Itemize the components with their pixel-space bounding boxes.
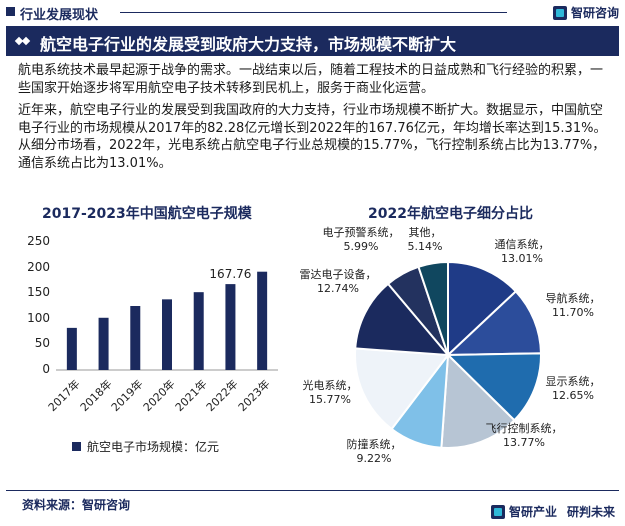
top-bar: 行业发展现状 智研咨询	[0, 0, 625, 24]
bar	[98, 317, 109, 370]
bar	[193, 292, 204, 370]
bar-data-label: 167.76	[209, 267, 251, 281]
slogan-right: 研判未来	[566, 505, 615, 519]
slogan-left: 智研产业	[508, 505, 557, 519]
brand-name: 智研咨询	[570, 6, 619, 20]
pie-chart-title: 2022年航空电子细分占比	[368, 206, 533, 222]
pie-slice-label: 电子预警系统， 5.99%	[322, 226, 400, 253]
pie-slice	[390, 351, 450, 449]
pie-slice-label: 防撞系统， 9.22%	[346, 438, 402, 465]
bar-legend: 航空电子市场规模：亿元	[72, 438, 219, 455]
headline-banner: 航空电子行业的发展受到政府大力支持，市场规模不断扩大	[6, 26, 619, 56]
brand: 智研咨询	[552, 4, 619, 21]
section-label: 行业发展现状	[20, 8, 99, 23]
pie-slice	[417, 260, 449, 356]
y-tick-label: 100	[27, 310, 50, 325]
intro-paragraph: 航电系统技术最早起源于战争的需求。一战结束以后，随着工程技术的日益成熟和飞行经验…	[18, 63, 604, 96]
x-tick-label: 2023年	[235, 377, 273, 415]
y-tick-label: 0	[42, 362, 50, 376]
slogan: 智研产业 研判未来	[490, 503, 615, 520]
footer: 资料来源：智研咨询 智研产业 研判未来	[0, 490, 625, 526]
y-tick-label: 50	[34, 336, 50, 351]
bar	[225, 284, 236, 370]
bar	[130, 306, 141, 370]
pie-slice-label: 其他， 5.14%	[407, 226, 443, 253]
pie-slice-label: 光电系统， 15.77%	[302, 379, 358, 406]
pie-slice	[445, 352, 542, 422]
pie-slice	[354, 347, 450, 431]
market-paragraph: 近年来，航空电子行业的发展受到我国政府的大力支持，行业市场规模不断扩大。数据显示…	[18, 103, 607, 171]
pie-slice-label: 显示系统， 12.65%	[545, 375, 601, 402]
bar	[66, 327, 77, 370]
footer-divider	[6, 490, 619, 491]
section-marker-icon	[6, 7, 15, 16]
pie-slice-label: 通信系统， 13.01%	[494, 238, 550, 265]
pie-slice-label: 飞行控制系统， 13.77%	[485, 422, 563, 449]
bar	[162, 299, 172, 370]
y-tick-label: 250	[27, 234, 50, 248]
y-tick-label: 150	[27, 285, 50, 300]
diamond-icon	[14, 34, 31, 48]
top-divider	[120, 12, 507, 13]
x-tick-label: 2017年	[45, 377, 83, 415]
y-tick-label: 200	[27, 259, 50, 274]
legend-label: 航空电子市场规模：亿元	[87, 440, 220, 454]
headline-title: 航空电子行业的发展受到政府大力支持，市场规模不断扩大	[40, 35, 457, 54]
pie-slice	[445, 289, 543, 357]
bar-chart-title: 2017-2023年中国航空电子规模	[42, 206, 252, 222]
legend-swatch	[72, 442, 81, 451]
pie-slice-label: 导航系统， 11.70%	[545, 292, 601, 319]
slogan-logo-icon	[490, 504, 505, 519]
pie-slice-label: 雷达电子设备， 12.74%	[299, 268, 377, 295]
data-source: 资料来源：智研咨询	[22, 498, 131, 512]
pie-slice	[386, 265, 449, 356]
brand-logo-icon	[552, 5, 567, 20]
pie-slice	[447, 260, 518, 358]
bar	[257, 271, 268, 370]
